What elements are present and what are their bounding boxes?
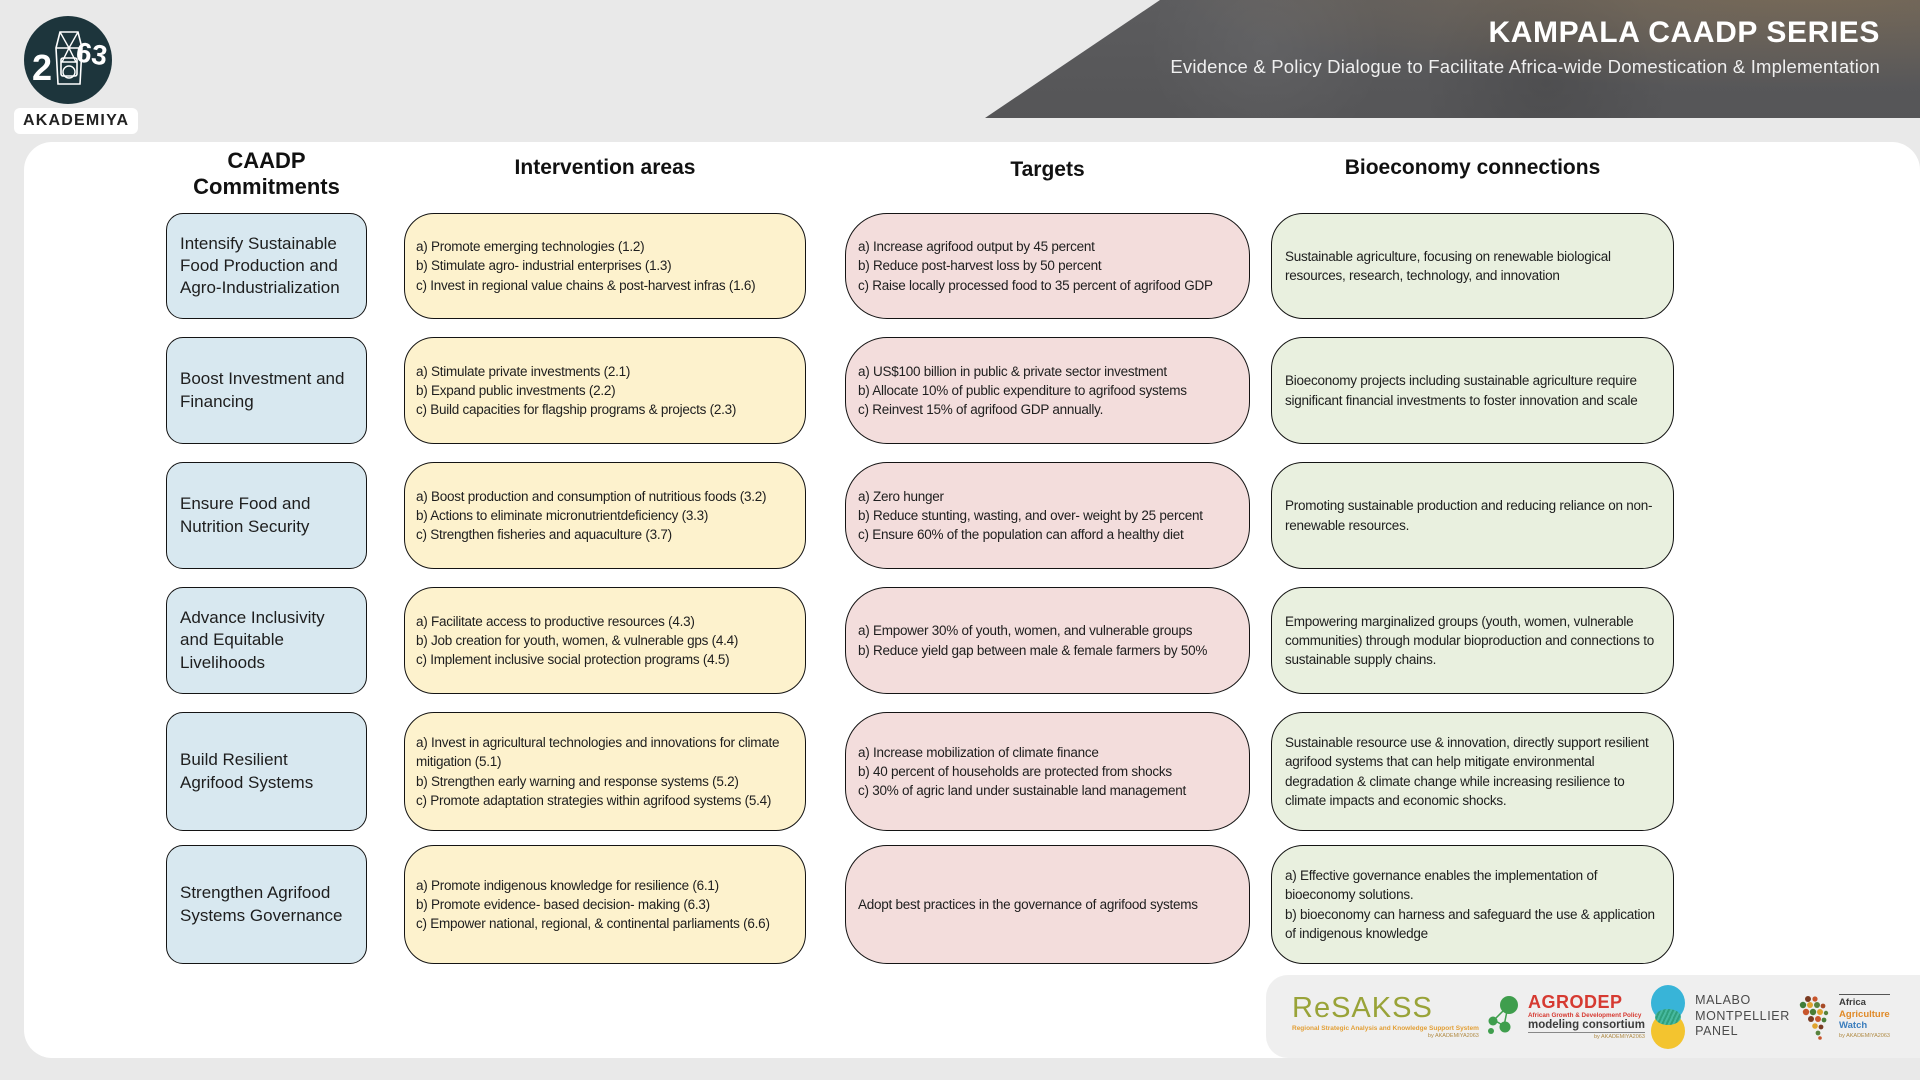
table-row: Advance Inclusivity and Equitable Liveli… bbox=[0, 587, 1920, 694]
agrodep-wordmark: AGRODEP bbox=[1528, 991, 1623, 1012]
bioeconomy-text: Sustainable resource use & innovation, d… bbox=[1285, 735, 1649, 808]
column-header-bioeconomy: Bioeconomy connections bbox=[1344, 156, 1601, 179]
table-row: Ensure Food and Nutrition Security a) Bo… bbox=[0, 462, 1920, 569]
bioeconomy-box: Empowering marginalized groups (youth, w… bbox=[1271, 587, 1674, 694]
afw-line3: Watch bbox=[1839, 1020, 1868, 1032]
svg-text:63: 63 bbox=[74, 36, 109, 71]
bioeconomy-box: a) Effective governance enables the impl… bbox=[1271, 845, 1674, 964]
malabo-circles-icon bbox=[1650, 984, 1686, 1049]
commitment-box: Ensure Food and Nutrition Security bbox=[166, 462, 367, 569]
akademiya-wordmark: AKADEMIYA bbox=[14, 108, 139, 134]
afw-line2: Agriculture bbox=[1839, 1008, 1890, 1020]
agrodep-network-icon bbox=[1488, 996, 1518, 1035]
commitment-text: Intensify Sustainable Food Production an… bbox=[180, 233, 340, 298]
intervention-text: a) Facilitate access to productive resou… bbox=[416, 613, 739, 668]
afw-line1: Africa bbox=[1839, 997, 1866, 1009]
table-row: Boost Investment and Financing a) Stimul… bbox=[0, 337, 1920, 444]
resakss-wordmark: ReSAKSS bbox=[1292, 992, 1433, 1024]
bioeconomy-box: Promoting sustainable production and red… bbox=[1271, 462, 1674, 569]
intervention-text: a) Invest in agricultural technologies a… bbox=[416, 735, 780, 808]
column-header-interventions: Intervention areas bbox=[514, 156, 696, 179]
intervention-box: a) Invest in agricultural technologies a… bbox=[404, 712, 806, 831]
africa-dots-icon bbox=[1799, 995, 1829, 1040]
column-header-commitments: CAADP Commitments bbox=[193, 148, 340, 200]
commitment-text: Boost Investment and Financing bbox=[180, 369, 345, 411]
agrodep-byline: by AKADEMIYA2063 bbox=[1593, 1034, 1645, 1041]
commitment-box: Boost Investment and Financing bbox=[166, 337, 367, 444]
page-subtitle: Evidence & Policy Dialogue to Facilitate… bbox=[1170, 56, 1880, 77]
targets-box: a) Increase mobilization of climate fina… bbox=[845, 712, 1250, 831]
targets-text: a) Increase mobilization of climate fina… bbox=[858, 744, 1186, 799]
commitment-text: Ensure Food and Nutrition Security bbox=[180, 494, 311, 536]
bioeconomy-box: Bioeconomy projects including sustainabl… bbox=[1271, 337, 1674, 444]
bioeconomy-text: Sustainable agriculture, focusing on ren… bbox=[1285, 248, 1611, 283]
table-row: Intensify Sustainable Food Production an… bbox=[0, 213, 1920, 319]
table-row: Build Resilient Agrifood Systems a) Inve… bbox=[0, 712, 1920, 831]
intervention-text: a) Stimulate private investments (2.1) b… bbox=[416, 363, 737, 418]
targets-box: a) Empower 30% of youth, women, and vuln… bbox=[845, 587, 1250, 694]
intervention-text: a) Boost production and consumption of n… bbox=[416, 488, 767, 543]
resakss-tagline: Regional Strategic Analysis and Knowledg… bbox=[1292, 1025, 1479, 1032]
targets-box: Adopt best practices in the governance o… bbox=[845, 845, 1250, 964]
commitment-box: Build Resilient Agrifood Systems bbox=[166, 712, 367, 831]
bioeconomy-text: Empowering marginalized groups (youth, w… bbox=[1285, 613, 1654, 668]
targets-text: a) Zero hunger b) Reduce stunting, wasti… bbox=[858, 488, 1203, 543]
header-banner: KAMPALA CAADP SERIES Evidence & Policy D… bbox=[985, 0, 1920, 118]
bioeconomy-box: Sustainable resource use & innovation, d… bbox=[1271, 712, 1674, 831]
commitment-box: Strengthen Agrifood Systems Governance bbox=[166, 845, 367, 964]
bioeconomy-text: Bioeconomy projects including sustainabl… bbox=[1285, 373, 1638, 408]
agrodep-subtitle: modeling consortium bbox=[1528, 1019, 1645, 1034]
targets-box: a) US$100 billion in public & private se… bbox=[845, 337, 1250, 444]
commitment-box: Intensify Sustainable Food Production an… bbox=[166, 213, 367, 319]
agrodep-tagline: African Growth & Development Policy bbox=[1528, 1011, 1642, 1019]
targets-box: a) Zero hunger b) Reduce stunting, wasti… bbox=[845, 462, 1250, 569]
commitment-text: Strengthen Agrifood Systems Governance bbox=[180, 883, 343, 925]
targets-text: a) US$100 billion in public & private se… bbox=[858, 363, 1187, 418]
targets-text: Adopt best practices in the governance o… bbox=[858, 896, 1198, 912]
resakss-byline: by AKADEMIYA2063 bbox=[1427, 1033, 1479, 1039]
bioeconomy-text: a) Effective governance enables the impl… bbox=[1285, 868, 1655, 941]
targets-text: a) Increase agrifood output by 45 percen… bbox=[858, 239, 1213, 293]
commitment-text: Build Resilient Agrifood Systems bbox=[180, 750, 314, 792]
intervention-box: a) Boost production and consumption of n… bbox=[404, 462, 806, 569]
page-title: KAMPALA CAADP SERIES bbox=[1488, 16, 1880, 49]
africa-agriculture-watch-logo: Africa Agriculture Watch by AKADEMIYA206… bbox=[1795, 994, 1890, 1040]
intervention-text: a) Promote emerging technologies (1.2) b… bbox=[416, 239, 756, 293]
intervention-box: a) Promote indigenous knowledge for resi… bbox=[404, 845, 806, 964]
malabo-montpellier-logo: MALABO MONTPELLIER PANEL bbox=[1650, 984, 1790, 1049]
intervention-box: a) Promote emerging technologies (1.2) b… bbox=[404, 213, 806, 319]
agrodep-logo: AGRODEP African Growth & Development Pol… bbox=[1484, 991, 1645, 1041]
commitment-text: Advance Inclusivity and Equitable Liveli… bbox=[180, 608, 325, 672]
intervention-text: a) Promote indigenous knowledge for resi… bbox=[416, 877, 770, 932]
table-row: Strengthen Agrifood Systems Governance a… bbox=[0, 845, 1920, 964]
malabo-wordmark: MALABO MONTPELLIER PANEL bbox=[1695, 993, 1790, 1039]
commitment-box: Advance Inclusivity and Equitable Liveli… bbox=[166, 587, 367, 694]
resakss-logo: ReSAKSS Regional Strategic Analysis and … bbox=[1292, 992, 1479, 1040]
akademiya-2063-logo-icon: 2 63 bbox=[24, 16, 112, 104]
intervention-box: a) Facilitate access to productive resou… bbox=[404, 587, 806, 694]
bioeconomy-text: Promoting sustainable production and red… bbox=[1285, 498, 1653, 533]
afw-byline: by AKADEMIYA2063 bbox=[1839, 1032, 1890, 1039]
column-header-targets: Targets bbox=[1010, 158, 1085, 181]
targets-text: a) Empower 30% of youth, women, and vuln… bbox=[858, 623, 1208, 658]
bioeconomy-box: Sustainable agriculture, focusing on ren… bbox=[1271, 213, 1674, 319]
partner-logo-strip: ReSAKSS Regional Strategic Analysis and … bbox=[1266, 975, 1920, 1058]
intervention-box: a) Stimulate private investments (2.1) b… bbox=[404, 337, 806, 444]
targets-box: a) Increase agrifood output by 45 percen… bbox=[845, 213, 1250, 319]
svg-text:2: 2 bbox=[32, 47, 52, 88]
